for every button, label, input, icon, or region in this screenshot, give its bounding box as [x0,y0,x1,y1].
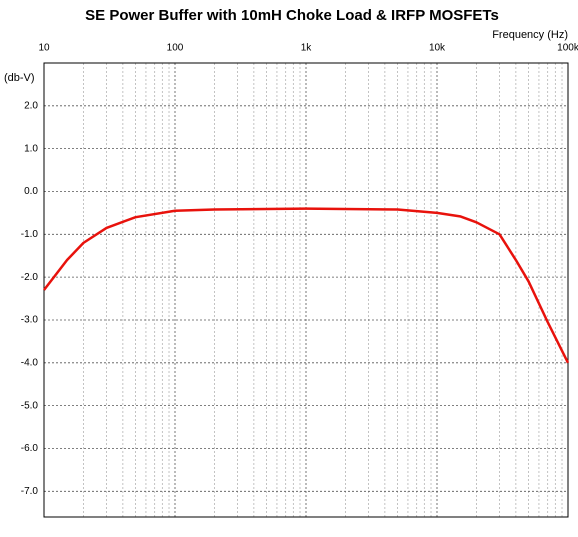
x-tick-label: 100k [557,43,578,54]
y-tick-label: 1.0 [24,143,38,154]
y-tick-label: -7.0 [21,486,39,497]
y-tick-label: -6.0 [21,443,39,454]
y-tick-label: -4.0 [21,357,39,368]
y-tick-label: -5.0 [21,400,39,411]
y-tick-label: 2.0 [24,100,38,111]
y-tick-label: -3.0 [21,315,39,326]
x-tick-label: 10k [429,43,446,54]
x-tick-label: 10 [38,43,50,54]
y-tick-label: 0.0 [24,186,38,197]
y-tick-label: -2.0 [21,272,39,283]
x-tick-label: 100 [167,43,184,54]
series-line [43,207,570,364]
y-tick-label: -1.0 [21,229,39,240]
chart-title: SE Power Buffer with 10mH Choke Load & I… [85,7,499,24]
x-tick-label: 1k [301,43,313,54]
y-axis-label: (db-V) [4,72,35,84]
x-axis-label: Frequency (Hz) [492,29,568,41]
